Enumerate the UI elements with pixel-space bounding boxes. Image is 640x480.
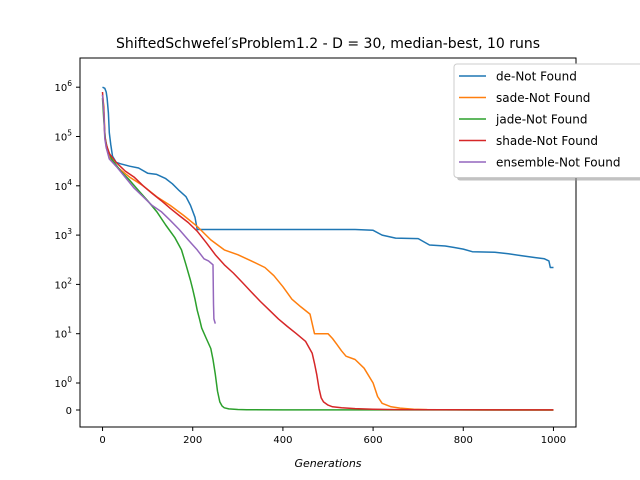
legend-label: ensemble-Not Found [496, 156, 620, 170]
plot-area [79, 57, 577, 428]
y-tick-label: 0 [66, 406, 72, 417]
series-line-3 [101, 91, 554, 411]
x-tick-label: 200 [183, 435, 202, 446]
y-tick-label: 102 [54, 276, 72, 291]
series-layer [101, 86, 554, 411]
x-tick-label: 1000 [541, 435, 566, 446]
y-tick-label: 103 [54, 227, 72, 242]
legend-label: jade-Not Found [495, 113, 588, 127]
x-tick-label: 600 [364, 435, 383, 446]
y-tick-label: 106 [54, 79, 72, 94]
y-tick-label: 104 [54, 178, 72, 193]
legend: de-Not Found sade-Not Found jade-Not Found… [453, 63, 640, 181]
x-tick-label: 0 [99, 435, 105, 446]
x-tick-label: 800 [454, 435, 473, 446]
x-axis: 0 200 400 600 800 1000 [99, 427, 566, 446]
series-line-2 [101, 98, 554, 411]
series-line-1 [101, 94, 554, 411]
legend-box [453, 63, 640, 178]
y-axis: 0 100 101 102 103 104 105 106 [54, 79, 80, 417]
y-tick-label: 101 [54, 326, 72, 341]
x-axis-label: Generations [294, 457, 361, 470]
legend-label: de-Not Found [496, 70, 577, 84]
legend-label: sade-Not Found [496, 91, 590, 105]
y-tick-label: 105 [54, 129, 72, 144]
series-line-0 [102, 86, 554, 269]
chart-title: ShiftedSchwefel′sProblem1.2 - D = 30, me… [116, 36, 540, 52]
y-tick-label: 100 [54, 375, 72, 390]
legend-label: shade-Not Found [496, 134, 598, 148]
series-line-4 [101, 94, 217, 324]
x-tick-label: 400 [273, 435, 292, 446]
